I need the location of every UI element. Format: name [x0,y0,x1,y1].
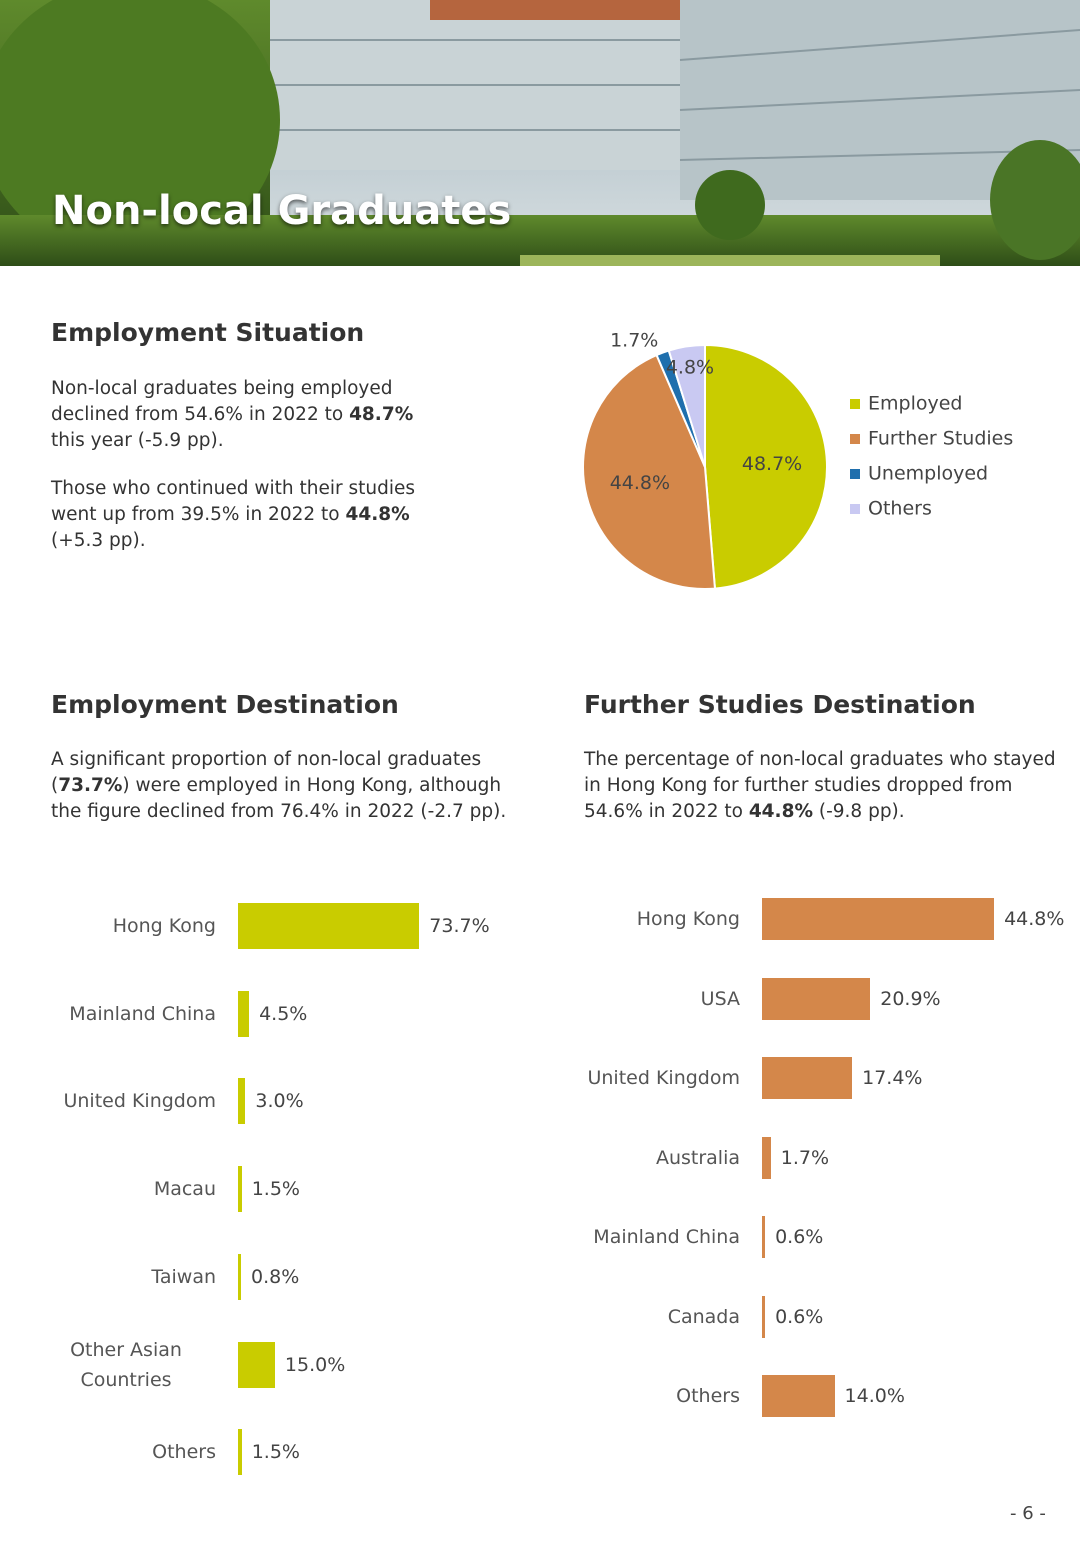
paragraph: Non-local graduates being employed decli… [51,376,451,454]
data-label: 4.5% [259,1002,308,1025]
section-heading: Employment Situation [51,318,365,347]
pie-slice [582,353,717,590]
text-run: (-9.8 pp). [813,801,905,822]
bar [238,1166,242,1213]
data-label: 73.7% [429,915,490,937]
bar [762,898,995,940]
legend-label: Further Studies [868,428,1013,450]
legend-label: Unemployed [868,463,988,485]
text-run: this year (-5.9 pp). [51,430,224,451]
data-label: 48.7% [742,453,802,475]
pie-slice [667,343,706,468]
bar [762,1057,853,1099]
data-label: 0.8% [251,1265,300,1288]
bar [762,1375,835,1417]
text-run: The percentage of non-local graduates wh… [584,749,1056,822]
section-text: The percentage of non-local graduates wh… [584,747,1064,847]
category-label: Canada [667,1305,740,1328]
data-label: 0.6% [775,1226,824,1248]
page-title: Non-local Graduates [52,188,512,234]
data-label: 1.5% [251,1178,300,1201]
paragraph: The percentage of non-local graduates wh… [584,747,1064,825]
data-label: 4.8% [666,357,714,379]
section-text: Non-local graduates being employed decli… [51,376,451,576]
category-label: Australia [655,1146,740,1169]
bar [238,1429,242,1476]
category-label: Mainland China [69,1002,216,1025]
data-label: 44.8% [1004,908,1065,930]
page-number: - 6 - [1010,1503,1046,1524]
bar [238,903,420,949]
paragraph: Those who continued with their studies w… [51,476,451,554]
category-label: Other Asian Countries [70,1338,182,1391]
legend-swatch [850,504,860,514]
data-label: 3.0% [255,1090,304,1113]
data-label: 1.7% [610,330,658,352]
legend-label: Others [868,498,932,520]
data-label: 1.7% [780,1146,830,1169]
category-label: Others [152,1441,216,1464]
legend-swatch [850,399,860,409]
bar-chart: Hong Kong 44.8% USA 20.9% United Kingdom 17.4… [540,880,1080,1440]
category-label: Mainland China [593,1226,740,1248]
text-run: ) were employed in Hong Kong, although t… [51,775,507,822]
legend-label: Employed [868,393,962,415]
category-label: United Kingdom [587,1067,740,1089]
section-text: A significant proportion of non-local gr… [51,747,536,847]
category-label: Macau [153,1178,216,1201]
header-photo [0,0,1080,266]
category-label: USA [700,987,740,1010]
data-label: 0.6% [775,1305,824,1328]
data-label: 1.5% [251,1441,300,1464]
text-run: (+5.3 pp). [51,530,146,551]
paragraph: A significant proportion of non-local gr… [51,747,536,825]
pie-chart: 48.7% 44.8% 1.7% 4.8% Employed Further Studie… [582,330,1013,590]
bar [238,1253,241,1300]
bar [762,1136,771,1179]
data-label: 17.4% [862,1067,923,1089]
text-run: 44.8% [345,504,410,525]
pie-slice [704,343,828,590]
text-run: 73.7% [58,775,123,796]
category-label: Hong Kong [636,908,740,930]
text-run: Those who continued with their studies w… [51,478,416,525]
data-label: 14.0% [844,1385,905,1407]
data-label: 44.8% [610,472,670,494]
bar [762,1216,766,1258]
section-heading: Employment Destination [51,690,399,719]
legend-swatch [850,434,860,444]
text-run: 48.7% [349,404,414,425]
legend-swatch [850,469,860,479]
section-heading: Further Studies Destination [584,690,976,719]
bar [762,977,871,1020]
text-run: 44.8% [748,801,813,822]
text-run: Non-local graduates being employed decli… [51,378,393,425]
data-label: 20.9% [880,987,941,1010]
category-label: Hong Kong [112,915,216,937]
text-run: A significant proportion of non-local gr… [51,749,482,796]
category-label: Others [676,1385,740,1407]
data-label: 15.0% [284,1353,346,1376]
bar [762,1295,766,1338]
category-label: Taiwan [151,1265,216,1288]
category-label: United Kingdom [63,1090,216,1113]
bar [238,990,250,1037]
bar-chart: Hong Kong 73.7% Mainland China 4.5% United K… [0,880,540,1500]
bar [238,1341,275,1388]
bar [238,1078,246,1125]
